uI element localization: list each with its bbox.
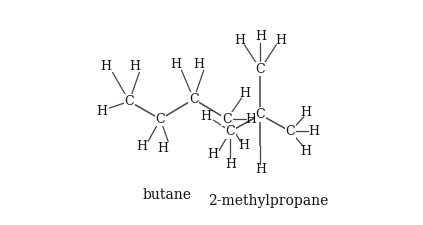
Text: H: H (129, 61, 140, 73)
Text: H: H (201, 110, 212, 124)
Text: H: H (100, 61, 111, 73)
Text: H: H (96, 105, 107, 118)
Text: H: H (275, 34, 286, 47)
Text: H: H (245, 113, 256, 126)
Text: H: H (234, 34, 245, 47)
Text: H: H (194, 58, 205, 71)
Text: H: H (225, 158, 236, 171)
Text: C: C (255, 108, 265, 121)
Text: C: C (222, 113, 232, 126)
Text: H: H (300, 106, 311, 119)
Text: H: H (308, 125, 319, 138)
Text: H: H (255, 163, 266, 176)
Text: butane: butane (143, 188, 192, 202)
Text: H: H (300, 145, 311, 158)
Text: H: H (239, 87, 250, 100)
Text: H: H (157, 142, 168, 155)
Text: H: H (170, 58, 181, 71)
Text: 2-methylpropane: 2-methylpropane (208, 194, 328, 208)
Text: C: C (124, 95, 134, 108)
Text: C: C (225, 125, 235, 138)
Text: H: H (207, 148, 218, 161)
Text: C: C (286, 125, 295, 138)
Text: C: C (156, 113, 165, 126)
Text: H: H (255, 30, 266, 43)
Text: H: H (136, 140, 147, 153)
Text: C: C (255, 63, 265, 76)
Text: C: C (189, 93, 198, 106)
Text: H: H (238, 139, 249, 152)
